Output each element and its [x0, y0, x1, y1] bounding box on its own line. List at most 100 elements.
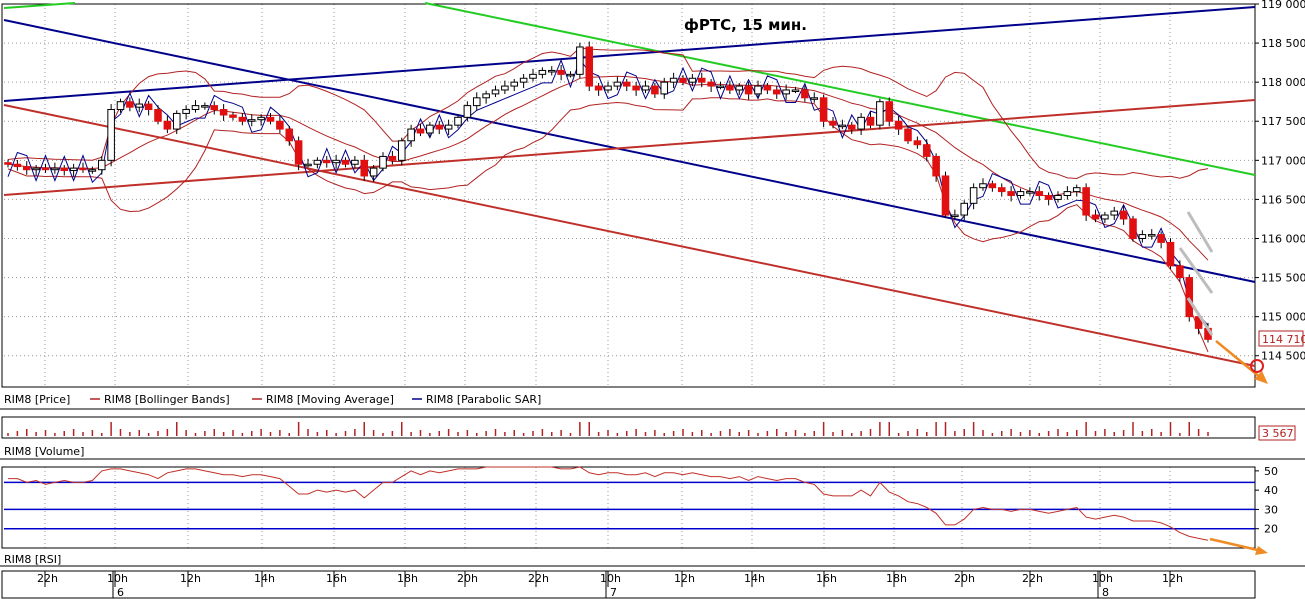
candle [716, 81, 725, 90]
candle [1091, 209, 1100, 223]
candle [1119, 205, 1128, 225]
legend-label: RIM8 [Parabolic SAR] [426, 393, 541, 406]
indicator-lines [7, 47, 1209, 353]
candle [613, 76, 622, 91]
candle [660, 77, 669, 99]
candle [172, 110, 181, 135]
legend-item: RIM8 [Bollinger Bands] [90, 393, 230, 406]
candle [13, 159, 22, 171]
candle [294, 136, 303, 171]
rsi-panel-frame [1, 466, 1256, 549]
price-tick-label: 119 000 [1261, 0, 1305, 11]
candle [435, 120, 444, 135]
candle [397, 137, 406, 166]
legend: RIM8 [Price] RIM8 [Bollinger Bands] RIM8 [… [4, 393, 541, 406]
candle [191, 100, 200, 113]
candle [1044, 192, 1053, 206]
time-tick-label: 20h [954, 572, 975, 585]
candle [1110, 206, 1119, 221]
price-tick-label: 115 000 [1261, 311, 1305, 324]
volume-bars [7, 422, 1209, 436]
candle [238, 113, 247, 126]
candle [932, 153, 940, 182]
volume-last-marker: 3 567 [1258, 425, 1296, 441]
candle [313, 157, 322, 169]
time-tick-label: 14h [254, 572, 275, 585]
candle [904, 125, 912, 144]
candle [557, 64, 565, 81]
time-tick-label: 12h [180, 572, 201, 585]
trendline-red-rising [3, 99, 1256, 196]
candle [1063, 186, 1072, 200]
candle [1082, 183, 1090, 221]
rsi-line [8, 466, 1209, 541]
candle [604, 81, 612, 94]
candle [454, 114, 462, 129]
grey-channel-mark [1186, 297, 1214, 336]
candle [1016, 188, 1025, 199]
candle [116, 98, 125, 113]
candle [857, 113, 865, 136]
candle [941, 171, 950, 219]
candle [60, 165, 69, 176]
candle [482, 90, 490, 104]
price-tick-label: 116 500 [1261, 193, 1305, 206]
moving-average [7, 75, 1209, 261]
grey-channel-mark [1186, 211, 1214, 253]
candle [576, 42, 584, 79]
candle [322, 156, 331, 168]
candle [979, 178, 987, 191]
candles [4, 41, 1212, 343]
candle [585, 41, 594, 92]
trendline-green-top [3, 2, 76, 9]
time-tick-label: 16h [326, 572, 347, 585]
legend-item: RIM8 [Parabolic SAR] [412, 393, 541, 406]
rsi-tick-label: 40 [1264, 484, 1278, 497]
candle [51, 162, 59, 174]
bollinger-lower [7, 97, 1209, 353]
candle [379, 152, 387, 172]
trendline-blue-rising [3, 6, 1256, 102]
candle [772, 85, 781, 99]
candle [163, 115, 172, 134]
time-tick-label: 16h [816, 572, 837, 585]
candle [594, 82, 603, 96]
candle [885, 97, 894, 127]
candle [1072, 184, 1081, 197]
candle [182, 105, 190, 120]
candle [1054, 191, 1062, 203]
forecast-arrow-head [1254, 371, 1268, 384]
candle [276, 115, 284, 134]
volume-panel-frame [1, 416, 1256, 439]
candle [426, 122, 434, 138]
rsi-panel: 50 40 30 20 [4, 465, 1278, 541]
time-axis-frame [1, 570, 1256, 599]
day-label: 7 [610, 586, 617, 599]
candle [791, 86, 800, 94]
price-panel-frame [1, 3, 1256, 388]
time-tick-label: 10h [1092, 572, 1113, 585]
price-tick-label: 117 000 [1261, 154, 1305, 167]
last-price-marker: 114 710 [1258, 330, 1305, 347]
candle [369, 165, 378, 182]
candle [997, 183, 1006, 197]
candle [219, 104, 228, 121]
rsi-forecast-arrow-head [1255, 546, 1268, 555]
candle [876, 98, 884, 130]
candle [847, 122, 856, 135]
candle [69, 163, 78, 177]
time-tick-label: 18h [886, 572, 907, 585]
candle [529, 68, 537, 82]
candle [707, 79, 715, 93]
candle [1176, 260, 1184, 282]
legend-label: RIM8 [Bollinger Bands] [104, 393, 230, 406]
candle [744, 81, 753, 100]
candle [247, 114, 256, 127]
time-tick-label: 22h [528, 572, 549, 585]
candle [135, 98, 144, 113]
rsi-tick-label: 50 [1264, 465, 1278, 478]
candle [491, 85, 500, 98]
trendline-green [424, 2, 1256, 176]
grey-channel-mark [1178, 247, 1214, 294]
